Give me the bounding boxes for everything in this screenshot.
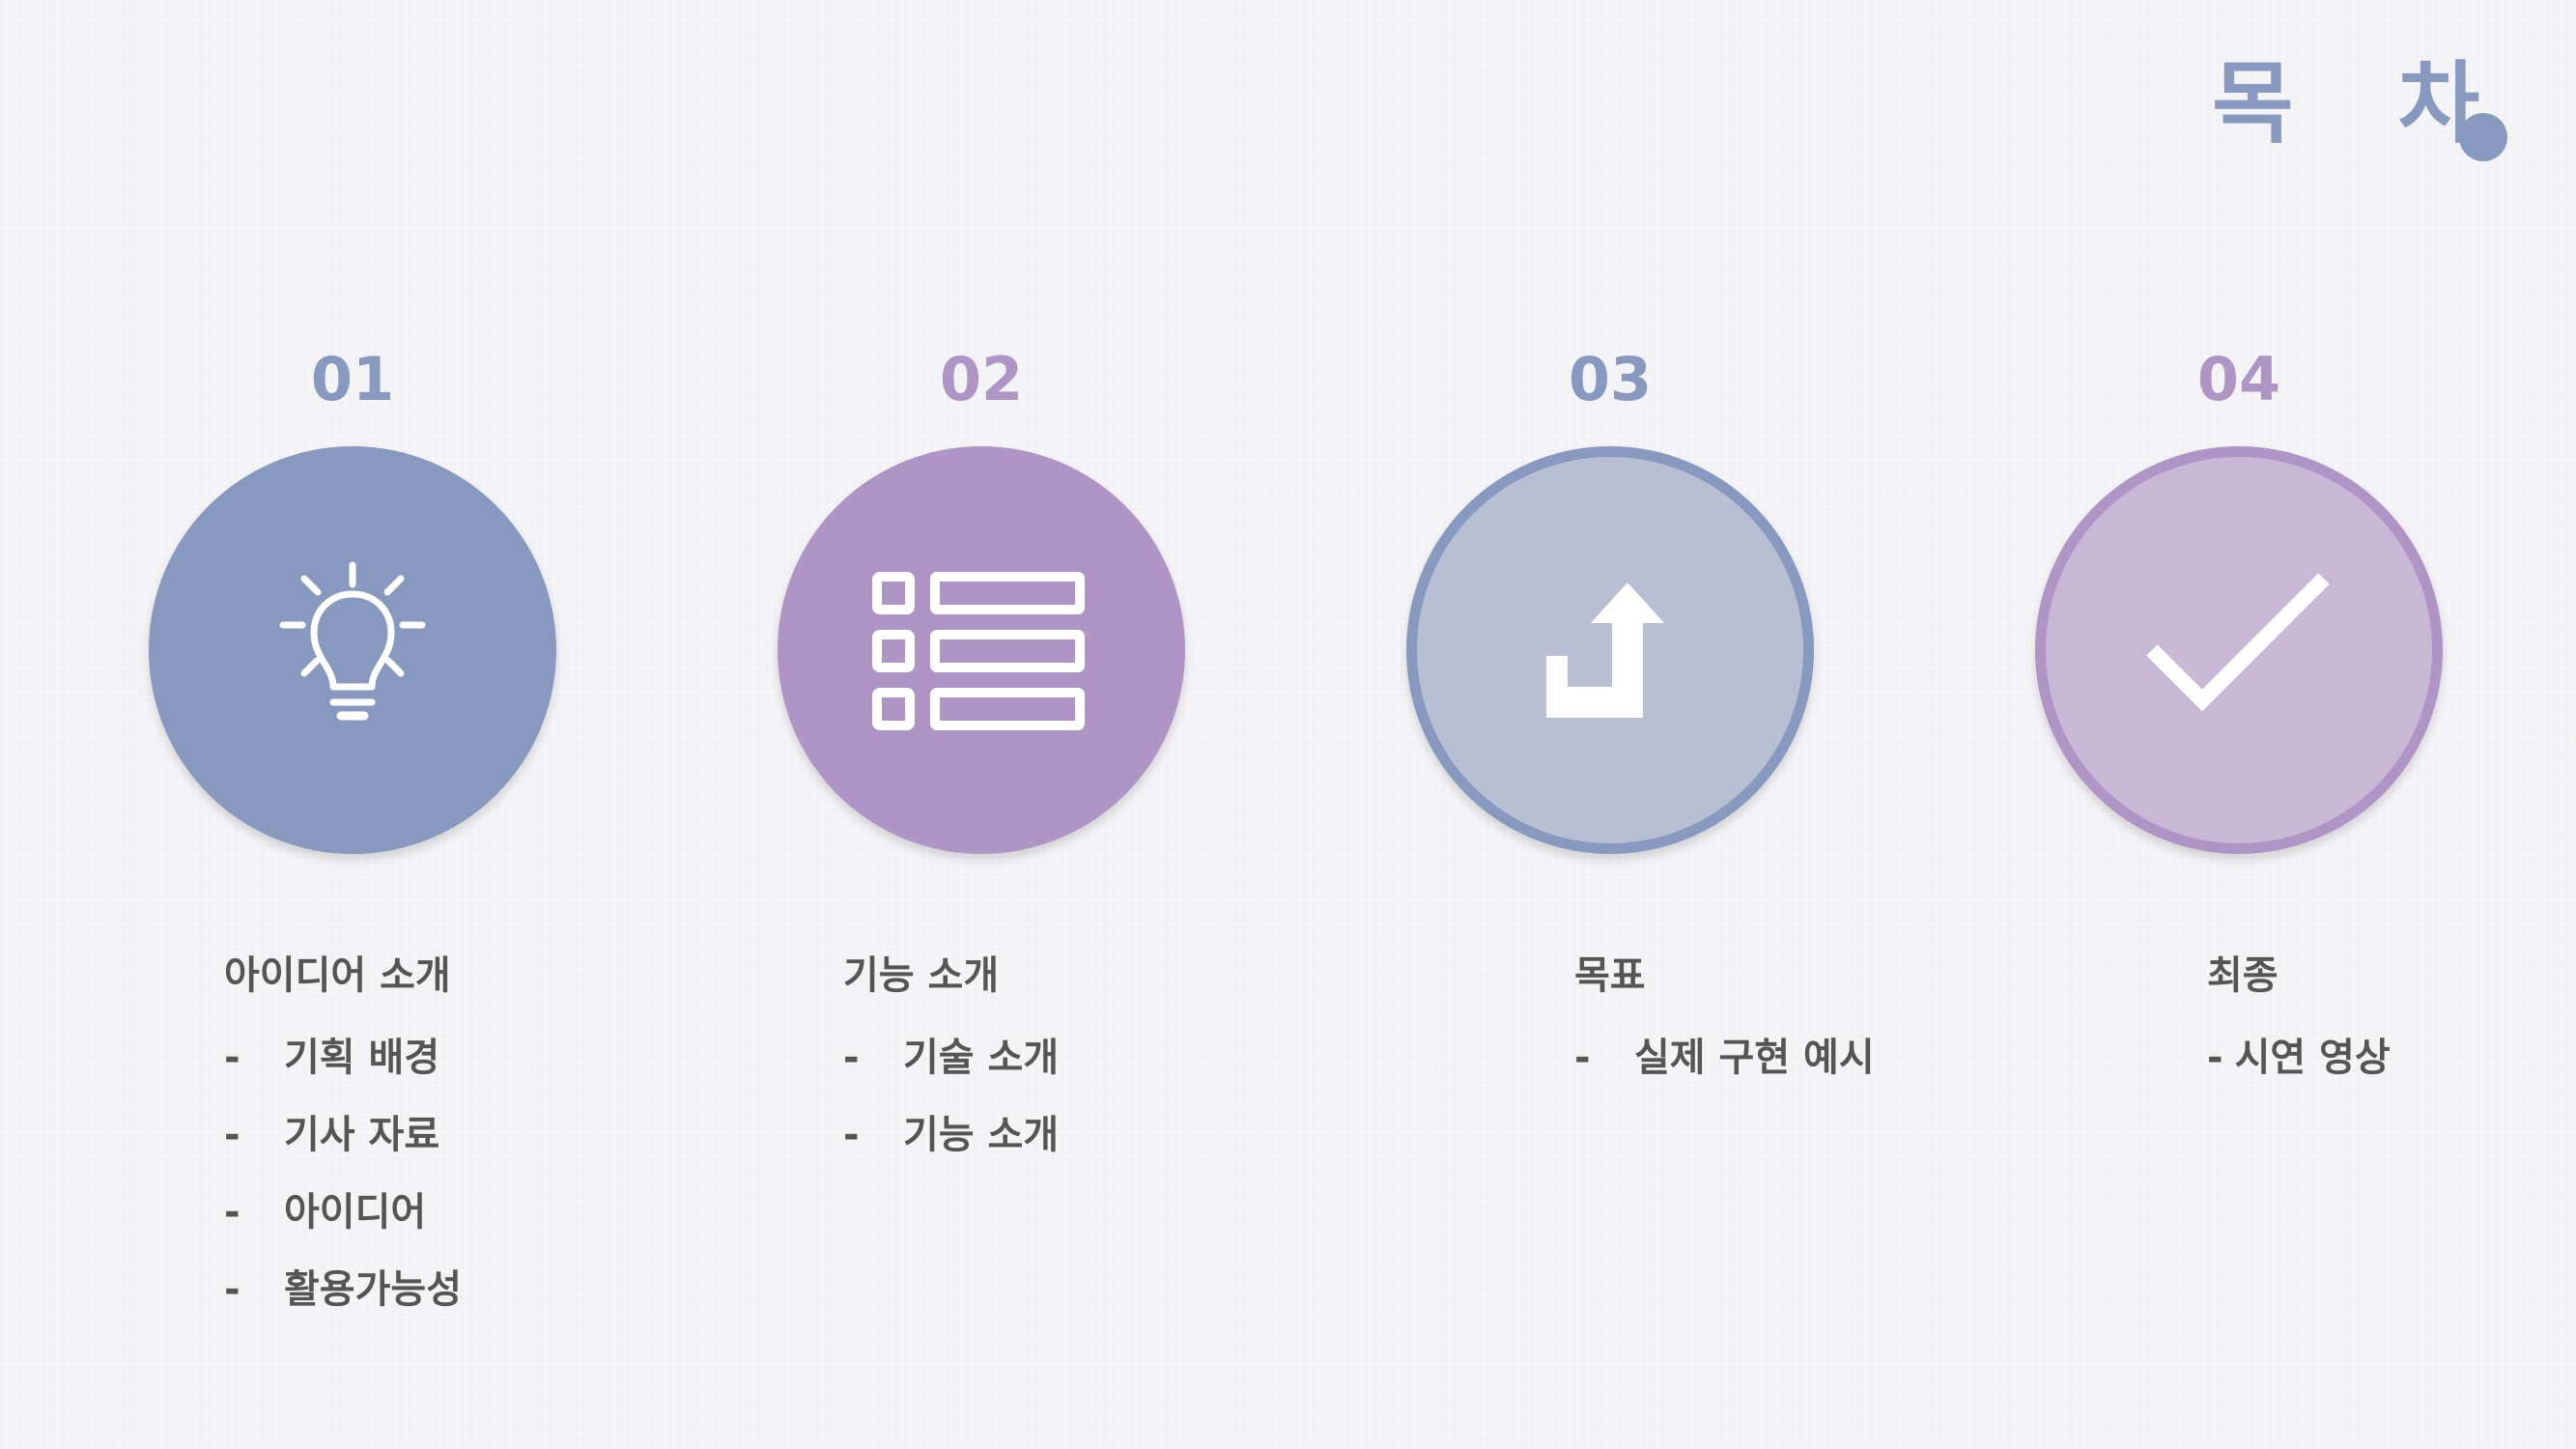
list-dash: - <box>224 1113 241 1157</box>
section-04-sublist: - 시연 영상 <box>2207 1034 2391 1111</box>
list-dash: - <box>1574 1036 1591 1080</box>
list-item: - 기사 자료 <box>224 1111 462 1188</box>
turn-up-arrow-icon <box>1523 563 1697 737</box>
section-02-sublist: - 기술 소개 - 기능 소개 <box>843 1034 1059 1188</box>
section-02: 02 기능 소개 - 기술 소개 - 기능 소개 <box>774 0 1189 1449</box>
list-item: - 기능 소개 <box>843 1111 1059 1188</box>
list-item-text: 기능 소개 <box>903 1113 1060 1157</box>
section-02-circle[interactable] <box>778 446 1185 854</box>
list-icon <box>865 554 1097 747</box>
list-dash: - <box>843 1036 860 1080</box>
section-title: 목표 <box>1574 953 1646 998</box>
list-dash: - <box>2207 1036 2223 1080</box>
list-item-text: 기획 배경 <box>284 1036 440 1080</box>
list-dash: - <box>224 1036 241 1080</box>
section-title: 기능 소개 <box>843 953 1000 998</box>
list-item-text: 기사 자료 <box>284 1113 440 1157</box>
section-number: 03 <box>1568 344 1653 414</box>
checkmark-icon <box>2133 554 2345 747</box>
section-number: 04 <box>2196 344 2281 414</box>
section-04: 04 최종 - 시연 영상 <box>2031 0 2447 1449</box>
list-item-text: 활용가능성 <box>284 1267 462 1312</box>
section-01: 01 아이디어 소개 - 기획 배경 - 기사 자료 - 아이디어 - 활용가능성 <box>145 0 560 1449</box>
list-item: - 활용가능성 <box>224 1265 462 1343</box>
list-dash: - <box>224 1190 241 1235</box>
section-title: 최종 <box>2207 953 2279 998</box>
section-03-sublist: - 실제 구현 예시 <box>1574 1034 1875 1111</box>
section-03: 03 목표 - 실제 구현 예시 <box>1402 0 1875 1449</box>
section-01-sublist: - 기획 배경 - 기사 자료 - 아이디어 - 활용가능성 <box>224 1034 462 1343</box>
list-dash: - <box>224 1267 241 1312</box>
section-03-circle[interactable] <box>1406 446 1814 854</box>
section-number: 02 <box>939 344 1024 414</box>
section-number: 01 <box>310 344 395 414</box>
list-item: - 시연 영상 <box>2207 1034 2391 1111</box>
list-item-text: 아이디어 <box>284 1190 427 1235</box>
list-item: - 기술 소개 <box>843 1034 1059 1111</box>
list-item: - 실제 구현 예시 <box>1574 1034 1875 1111</box>
page-title: 목 차 <box>2212 52 2517 156</box>
list-item: - 기획 배경 <box>224 1034 462 1111</box>
section-01-circle[interactable] <box>149 446 556 854</box>
list-item: - 아이디어 <box>224 1188 462 1265</box>
list-item-text: 기술 소개 <box>903 1036 1060 1080</box>
list-dash: - <box>843 1113 860 1157</box>
lightbulb-icon <box>256 554 449 747</box>
section-title: 아이디어 소개 <box>224 953 451 998</box>
list-item-text: 실제 구현 예시 <box>1634 1036 1875 1080</box>
section-04-circle[interactable] <box>2035 446 2443 854</box>
list-item-text: 시연 영상 <box>2234 1036 2391 1080</box>
title-dot-decoration <box>2459 113 2507 161</box>
